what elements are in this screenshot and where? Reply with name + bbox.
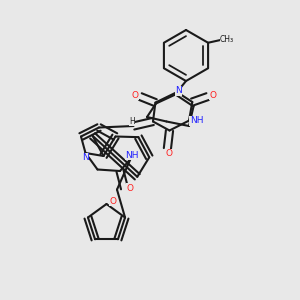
Text: NH: NH: [190, 116, 203, 125]
Text: O: O: [126, 184, 134, 193]
Text: N: N: [82, 153, 89, 162]
Text: O: O: [109, 196, 116, 206]
Text: NH: NH: [125, 151, 139, 160]
Text: O: O: [131, 91, 139, 100]
Text: CH₃: CH₃: [220, 35, 234, 44]
Text: N: N: [175, 86, 182, 95]
Text: O: O: [209, 91, 217, 100]
Text: H: H: [129, 117, 135, 126]
Text: O: O: [165, 149, 172, 158]
